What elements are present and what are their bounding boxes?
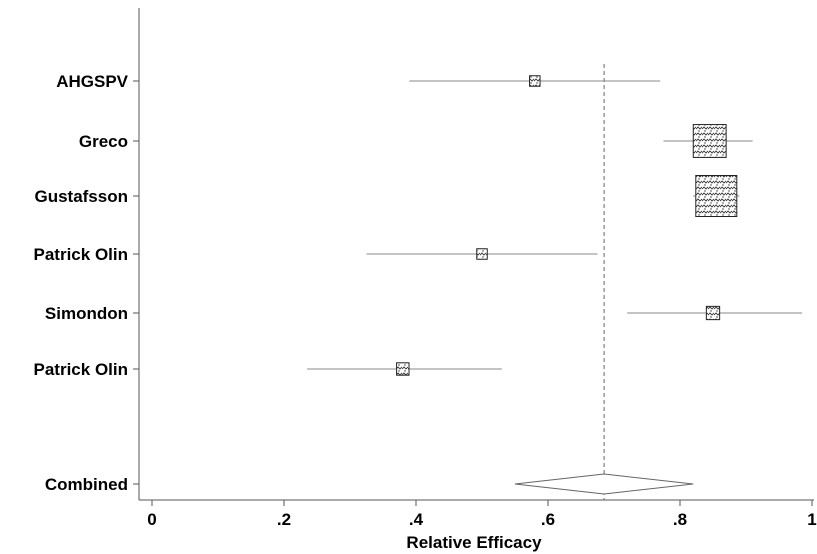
weight-box — [695, 174, 738, 218]
x-tick-label: .2 — [277, 510, 291, 529]
combined-label: Combined — [45, 475, 128, 494]
x-tick-label: 1 — [807, 510, 816, 529]
study-label: Patrick Olin — [34, 360, 128, 379]
weight-box — [396, 362, 410, 376]
weight-box — [529, 75, 541, 87]
x-tick-label: .4 — [409, 510, 424, 529]
x-axis-title: Relative Efficacy — [406, 533, 542, 552]
study-label: Gustafsson — [34, 187, 128, 206]
study-label: Patrick Olin — [34, 245, 128, 264]
x-tick-label: 0 — [147, 510, 156, 529]
study-label: Simondon — [45, 304, 128, 323]
plot-marks — [307, 64, 803, 500]
study-label: AHGSPV — [56, 72, 128, 91]
x-tick-label: .8 — [673, 510, 687, 529]
weight-box — [705, 305, 721, 321]
combined-diamond — [514, 473, 694, 495]
weight-box — [692, 124, 727, 158]
x-tick-label: .6 — [541, 510, 555, 529]
labels: 0 .2 .4 .6 .8 1 Relative Efficacy AHGSPV Greco Gu… — [34, 72, 817, 552]
weight-box — [476, 248, 488, 260]
study-label: Greco — [79, 132, 128, 151]
axes — [133, 8, 814, 506]
